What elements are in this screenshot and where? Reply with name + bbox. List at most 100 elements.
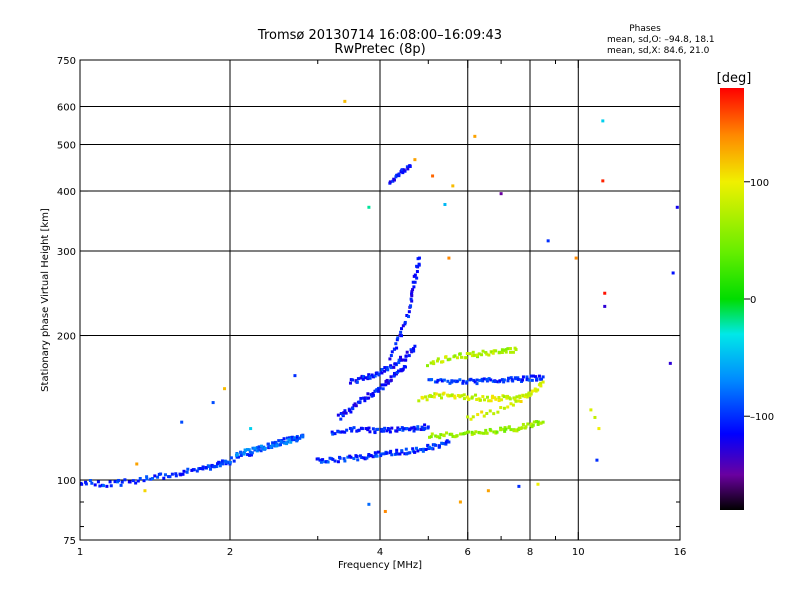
echo-trace-point [271,441,275,445]
echo-trace-point [279,443,283,447]
echo-trace-point [400,426,404,430]
echo-trace-point [350,427,354,431]
echo-point [601,119,605,123]
echo-trace-point [413,427,417,431]
echo-trace-point [261,447,265,451]
echo-trace-point [494,349,498,353]
echo-trace-point [410,426,414,430]
echo-trace-point [521,422,525,426]
echo-trace-point [465,381,469,385]
echo-trace-point [399,369,403,373]
echo-trace-point [470,354,474,358]
echo-trace-point [427,435,431,439]
stats-heading: Phases [629,24,661,34]
echo-trace-point [458,394,462,398]
echo-trace-point [434,443,438,447]
echo-trace-point [333,459,337,463]
echo-trace-point [406,167,410,171]
echo-point [603,291,607,295]
echo-trace-point [220,459,224,463]
echo-trace-point [343,409,347,413]
echo-trace-point [105,484,109,488]
echo-trace-point [297,436,301,440]
echo-trace-point [348,408,352,412]
echo-trace-point [518,396,522,400]
echo-trace-point [498,350,502,354]
echo-trace-point [458,352,462,356]
echo-trace-point [343,459,347,463]
echo-trace-point [248,453,252,457]
echo-trace-point [419,428,423,432]
echo-trace-point [477,352,481,356]
echo-trace-point [525,395,529,399]
echo-trace-point [416,425,420,429]
echo-trace-point [539,421,543,425]
echo-trace-point [500,348,504,352]
echo-trace-point [526,422,530,426]
echo-trace-point [225,460,229,464]
echo-trace-point [381,387,385,391]
echo-trace-point [350,429,354,433]
echo-trace-point [246,453,250,457]
echo-trace-point [378,386,382,390]
echo-trace-point [349,455,353,459]
echo-trace-point [452,394,456,398]
echo-trace-point [273,441,277,445]
echo-trace-point [353,402,357,406]
echo-trace-point [507,426,511,430]
echo-trace-point [475,378,479,382]
echo-trace-point [232,459,236,463]
echo-trace-point [417,256,421,260]
echo-trace-point [362,396,366,400]
echo-trace-point [283,441,287,445]
echo-trace-point [128,480,132,484]
echo-trace-point [402,427,406,431]
echo-trace-point [415,276,419,280]
echo-trace-point [524,393,528,397]
echo-trace-point [539,381,543,385]
echo-trace-point [379,452,383,456]
echo-trace-point [395,338,399,342]
echo-trace-point [277,439,281,443]
echo-trace-point [108,480,112,484]
echo-trace-point [366,428,370,432]
echo-point [668,361,672,365]
echo-trace-point [413,344,417,348]
echo-trace-point [397,174,401,178]
echo-point [536,482,540,486]
echo-trace-point [508,347,512,351]
echo-trace-point [367,373,371,377]
echo-trace-point [410,299,414,303]
echo-trace-point [282,437,286,441]
echo-trace-point [514,348,518,352]
echo-trace-point [201,467,205,471]
echo-trace-point [358,454,362,458]
echo-trace-point [396,426,400,430]
echo-trace-point [385,451,389,455]
echo-point [143,489,147,493]
echo-trace-point [411,280,415,284]
echo-trace-point [198,466,202,470]
echo-trace-point [521,378,525,382]
echo-trace-point [525,377,529,381]
echo-trace-point [120,480,124,484]
echo-trace-point [326,460,330,464]
echo-trace-point [438,444,442,448]
echo-trace-point [444,442,448,446]
echo-trace-point [385,429,389,433]
echo-trace-point [331,432,335,436]
echo-trace-point [496,410,500,414]
echo-trace-point [367,454,371,458]
echo-trace-point [470,396,474,400]
echo-trace-point [410,292,414,296]
chart-subtitle: RwPretec (8p) [334,42,425,57]
echo-trace-point [237,455,241,459]
echo-trace-point [318,458,322,462]
echo-trace-point [364,427,368,431]
echo-trace-point [453,396,457,400]
echo-trace-point [384,383,388,387]
echo-trace-point [483,398,487,402]
echo-trace-point [426,425,430,429]
echo-trace-point [529,422,533,426]
